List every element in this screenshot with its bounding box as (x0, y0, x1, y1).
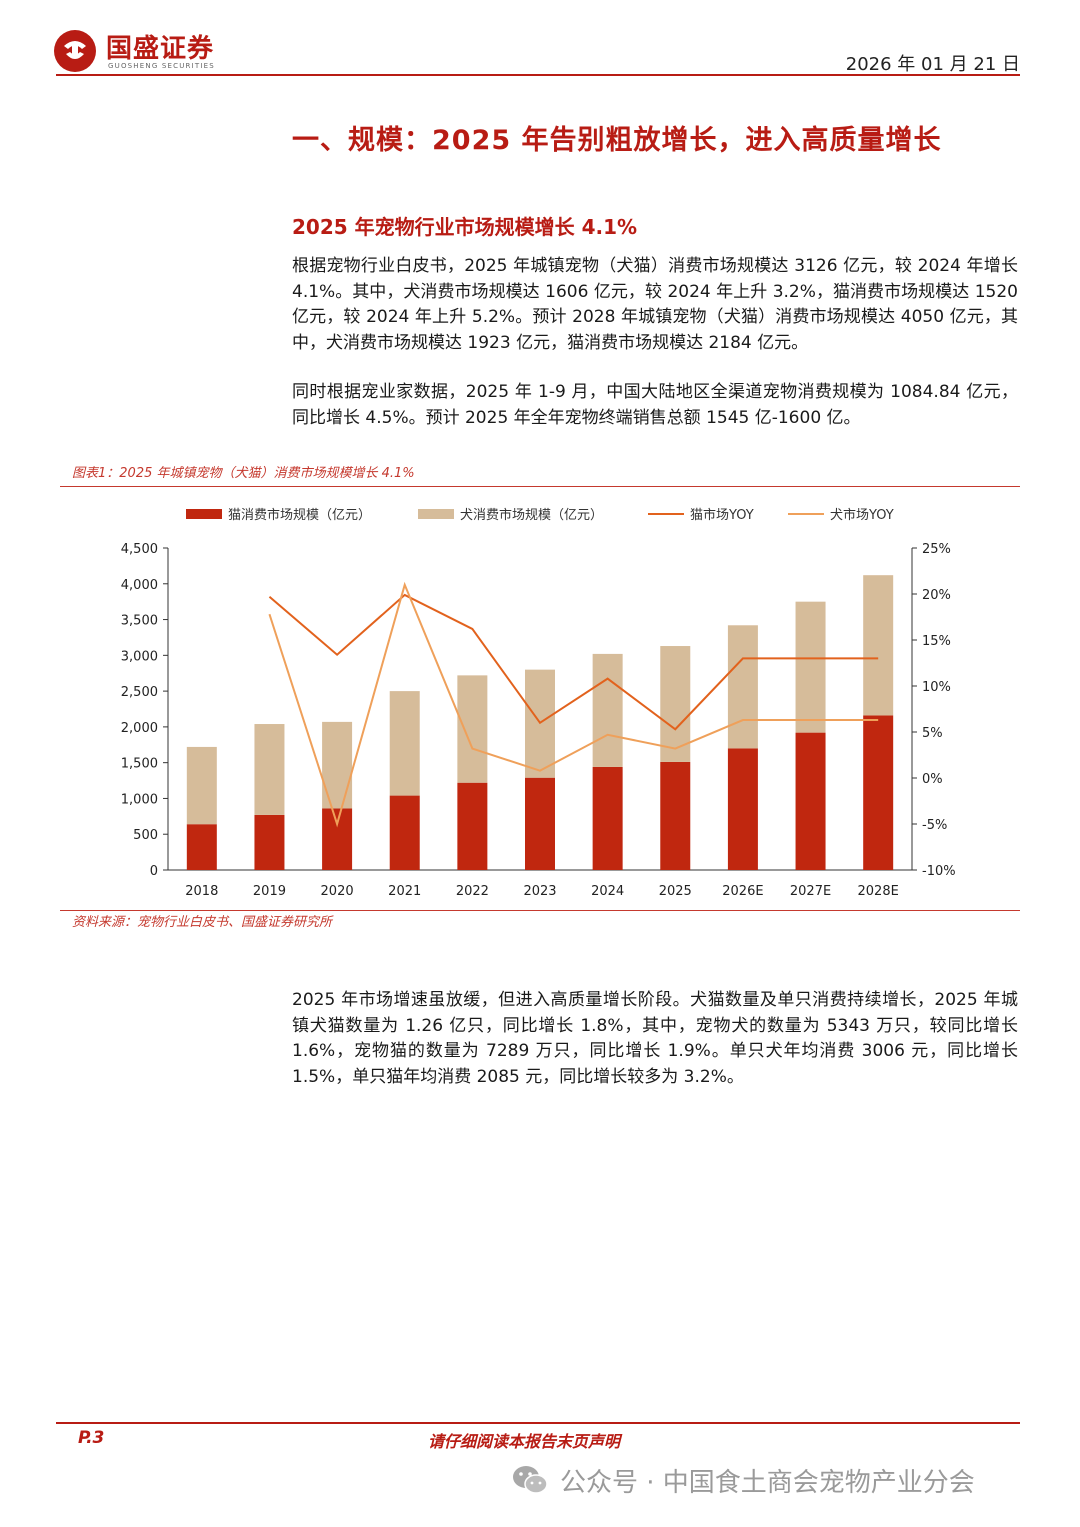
right-tick-label: 25% (922, 542, 951, 557)
x-tick-label: 2027E (790, 884, 831, 899)
bar-dog-market (389, 691, 420, 796)
x-tick-label: 2021 (388, 884, 421, 899)
subsection-title: 2025 年宠物行业市场规模增长 4.1% (292, 215, 638, 239)
legend-swatch-dog-yoy (788, 512, 824, 515)
bar-cat-market (322, 808, 353, 870)
bar-cat-market (660, 761, 691, 870)
figure-top-rule (60, 486, 1020, 487)
header-divider (56, 74, 1020, 76)
figure-title: 图表1：2025 年城镇宠物（犬猫）消费市场规模增长 4.1% (72, 466, 415, 481)
left-tick-label: 1,500 (121, 757, 158, 772)
legend-label-dog-market: 犬消费市场规模（亿元） (460, 508, 604, 523)
bar-dog-market (795, 601, 826, 733)
bar-cat-market (457, 782, 488, 870)
footer-disclaimer: 请仔细阅读本报告末页声明 (428, 1432, 621, 1451)
figure-source: 资料来源：宠物行业白皮书、国盛证券研究所 (72, 915, 333, 930)
bar-cat-market (592, 766, 623, 870)
legend-item-dog-market: 犬消费市场规模（亿元） (418, 504, 603, 523)
left-tick-label: 2,500 (121, 685, 158, 700)
line-dog-yoy (268, 581, 879, 828)
bar-cat-market (863, 715, 894, 870)
right-tick-label: 20% (922, 588, 951, 603)
left-tick-label: 500 (133, 828, 158, 843)
watermark: 公众号 · 中国食土商会宠物产业分会 (510, 1460, 975, 1500)
page-number: P.3 (78, 1428, 105, 1448)
figure-bottom-rule (60, 910, 1020, 911)
right-tick-label: 10% (922, 680, 951, 695)
bar-dog-market (592, 653, 623, 767)
market-size-chart: 0 500 1,000 1,500 2,000 2,500 3,000 3,500 4,000 4… (121, 542, 956, 899)
x-tick-label: 2022 (456, 884, 489, 899)
chart-legend: 猫消费市场规模（亿元） 犬消费市场规模（亿元） 猫市场YOY 犬市场YOY (186, 500, 946, 524)
body-paragraph-3: 2025 年市场增速虽放缓，但进入高质量增长阶段。犬猫数量及单只消费持续增长，2… (292, 990, 1018, 1087)
x-tick-label: 2019 (253, 884, 286, 899)
x-tick-label: 2028E (858, 884, 899, 899)
left-tick-label: 2,000 (121, 721, 158, 736)
footer-divider (56, 1422, 1020, 1424)
body-paragraph-1: 根据宠物行业白皮书，2025 年城镇宠物（犬猫）消费市场规模达 3126 亿元，… (292, 256, 1018, 353)
bar-dog-market (727, 625, 758, 749)
right-tick-label: -5% (922, 818, 947, 833)
legend-swatch-dog-market (418, 508, 454, 519)
company-logo: 国盛证券 GUOSHENG SECURITIES (52, 24, 242, 76)
bar-dog-market (322, 721, 353, 809)
bar-dog-market (186, 746, 217, 825)
legend-label-dog-yoy: 犬市场YOY (830, 508, 894, 523)
x-tick-label: 2025 (659, 884, 692, 899)
legend-item-dog-yoy: 犬市场YOY (788, 504, 894, 523)
bar-dog-market (863, 575, 894, 716)
bar-dog-market (457, 675, 488, 783)
x-tick-label: 2018 (185, 884, 218, 899)
logo-text: 国盛证券 (106, 34, 215, 64)
x-tick-label: 2024 (591, 884, 624, 899)
watermark-text: 公众号 · 中国食土商会宠物产业分会 (560, 1467, 975, 1498)
logo-subtext: GUOSHENG SECURITIES (108, 62, 215, 70)
bar-dog-market (660, 646, 691, 762)
right-tick-label: -10% (922, 864, 956, 879)
left-tick-label: 4,000 (121, 578, 158, 593)
legend-label-cat-market: 猫消费市场规模（亿元） (228, 508, 372, 523)
bar-cat-market (525, 777, 555, 870)
x-tick-label: 2026E (722, 884, 763, 899)
right-tick-label: 0% (922, 772, 943, 787)
bar-cat-market (795, 732, 826, 870)
legend-swatch-cat-market (186, 508, 222, 519)
legend-swatch-cat-yoy (648, 512, 684, 515)
logo-mark-icon (54, 30, 96, 72)
wechat-icon (513, 1466, 548, 1494)
bar-dog-market (254, 724, 285, 815)
body-paragraph-2: 同时根据宠业家数据，2025 年 1-9 月，中国大陆地区全渠道宠物消费规模为 … (292, 382, 1018, 428)
bar-cat-market (727, 748, 758, 870)
legend-item-cat-market: 猫消费市场规模（亿元） (186, 504, 371, 523)
legend-label-cat-yoy: 猫市场YOY (690, 508, 754, 523)
left-tick-label: 3,500 (121, 614, 158, 629)
left-tick-label: 1,000 (121, 792, 158, 807)
x-tick-label: 2023 (523, 884, 556, 899)
report-date: 2026 年 01 月 21 日 (845, 54, 1020, 75)
x-tick-label: 2020 (321, 884, 354, 899)
section-title: 一、规模：2025 年告别粗放增长，进入高质量增长 (292, 125, 942, 156)
bar-cat-market (254, 814, 285, 870)
right-tick-label: 5% (922, 726, 943, 741)
bar-cat-market (186, 824, 217, 870)
left-tick-label: 0 (150, 864, 158, 879)
legend-item-cat-yoy: 猫市场YOY (648, 504, 754, 523)
line-cat-yoy (268, 593, 879, 731)
right-tick-label: 15% (922, 634, 951, 649)
left-tick-label: 4,500 (121, 542, 158, 557)
bar-cat-market (389, 795, 420, 870)
left-tick-label: 3,000 (121, 649, 158, 664)
